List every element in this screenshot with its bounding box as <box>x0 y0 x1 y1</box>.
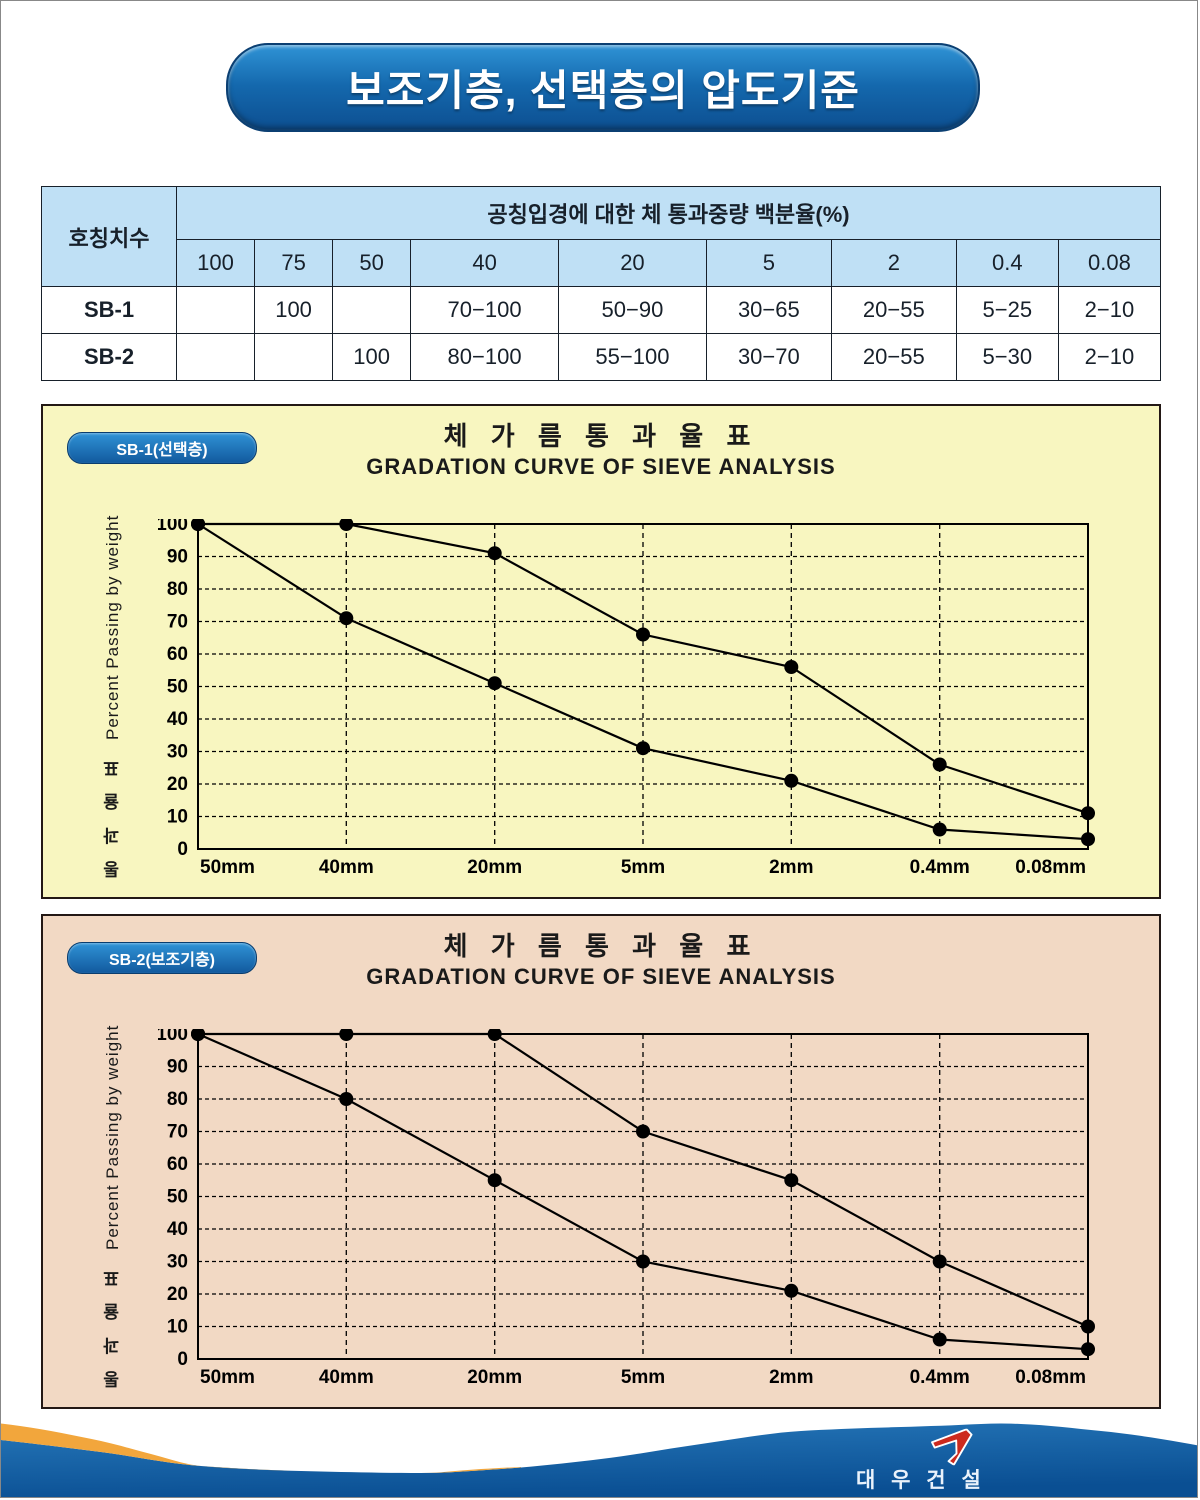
svg-text:60: 60 <box>167 644 188 665</box>
svg-text:40mm: 40mm <box>319 857 374 874</box>
svg-text:30: 30 <box>167 1252 188 1273</box>
svg-text:10: 10 <box>167 807 188 828</box>
svg-text:70: 70 <box>167 612 188 633</box>
svg-text:100: 100 <box>158 519 188 535</box>
svg-text:50: 50 <box>167 1187 188 1208</box>
svg-text:0: 0 <box>177 1349 188 1370</box>
svg-text:90: 90 <box>167 1057 188 1078</box>
svg-text:20mm: 20mm <box>467 857 522 874</box>
svg-text:30: 30 <box>167 742 188 763</box>
svg-text:0: 0 <box>177 839 188 860</box>
svg-text:5mm: 5mm <box>621 857 665 874</box>
svg-text:2mm: 2mm <box>769 1367 813 1384</box>
svg-text:50: 50 <box>167 677 188 698</box>
svg-text:100: 100 <box>158 1029 188 1045</box>
svg-text:0.08mm: 0.08mm <box>1015 857 1086 874</box>
svg-text:0.4mm: 0.4mm <box>910 857 970 874</box>
svg-text:80: 80 <box>167 579 188 600</box>
svg-text:0.08mm: 0.08mm <box>1015 1367 1086 1384</box>
svg-text:10: 10 <box>167 1317 188 1338</box>
svg-text:50mm: 50mm <box>200 857 255 874</box>
svg-text:60: 60 <box>167 1154 188 1175</box>
svg-text:50mm: 50mm <box>200 1367 255 1384</box>
svg-text:20mm: 20mm <box>467 1367 522 1384</box>
svg-text:20: 20 <box>167 774 188 795</box>
svg-text:0.4mm: 0.4mm <box>910 1367 970 1384</box>
svg-text:40: 40 <box>167 1219 188 1240</box>
svg-text:70: 70 <box>167 1122 188 1143</box>
svg-text:40: 40 <box>167 709 188 730</box>
svg-text:90: 90 <box>167 547 188 568</box>
svg-text:2mm: 2mm <box>769 857 813 874</box>
svg-text:20: 20 <box>167 1284 188 1305</box>
svg-text:80: 80 <box>167 1089 188 1110</box>
svg-text:40mm: 40mm <box>319 1367 374 1384</box>
svg-text:5mm: 5mm <box>621 1367 665 1384</box>
